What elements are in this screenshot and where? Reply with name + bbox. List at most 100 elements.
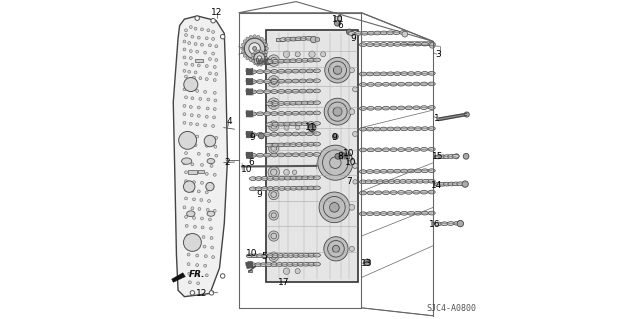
Bar xyxy=(195,59,203,62)
Circle shape xyxy=(184,96,188,99)
Circle shape xyxy=(184,75,188,78)
Ellipse shape xyxy=(264,132,271,136)
Ellipse shape xyxy=(250,70,257,74)
Ellipse shape xyxy=(397,82,404,86)
Ellipse shape xyxy=(360,191,367,195)
Circle shape xyxy=(197,190,200,193)
Circle shape xyxy=(184,34,188,36)
Text: 2: 2 xyxy=(225,158,230,167)
Ellipse shape xyxy=(278,90,285,93)
Ellipse shape xyxy=(305,36,312,40)
Circle shape xyxy=(207,29,210,32)
Text: 13: 13 xyxy=(360,259,372,268)
Ellipse shape xyxy=(380,169,387,173)
Ellipse shape xyxy=(397,148,404,152)
Circle shape xyxy=(191,207,194,210)
Ellipse shape xyxy=(374,191,382,195)
Ellipse shape xyxy=(307,58,314,62)
Ellipse shape xyxy=(307,143,314,146)
Circle shape xyxy=(292,170,297,174)
Circle shape xyxy=(353,87,358,92)
Circle shape xyxy=(204,255,207,258)
Ellipse shape xyxy=(421,169,428,173)
Circle shape xyxy=(463,153,469,159)
Circle shape xyxy=(212,38,214,41)
Ellipse shape xyxy=(408,127,415,130)
Circle shape xyxy=(353,180,357,184)
Ellipse shape xyxy=(435,182,442,186)
Text: 10: 10 xyxy=(246,249,257,258)
Ellipse shape xyxy=(261,187,268,190)
Circle shape xyxy=(269,211,278,220)
Ellipse shape xyxy=(367,107,374,110)
Circle shape xyxy=(271,145,276,151)
Circle shape xyxy=(200,28,204,31)
Ellipse shape xyxy=(296,176,303,180)
Ellipse shape xyxy=(271,70,278,73)
Ellipse shape xyxy=(278,112,285,115)
Ellipse shape xyxy=(292,263,299,266)
Circle shape xyxy=(184,216,188,219)
Text: 10: 10 xyxy=(241,165,253,174)
Ellipse shape xyxy=(306,89,314,93)
Circle shape xyxy=(241,51,244,54)
Ellipse shape xyxy=(420,147,428,151)
Ellipse shape xyxy=(421,127,428,130)
Ellipse shape xyxy=(306,111,314,115)
Circle shape xyxy=(328,102,347,121)
Text: 6: 6 xyxy=(248,158,254,167)
Ellipse shape xyxy=(405,82,412,86)
Circle shape xyxy=(200,198,203,202)
Text: 10: 10 xyxy=(344,158,356,167)
Circle shape xyxy=(197,36,200,39)
Circle shape xyxy=(268,167,280,178)
Ellipse shape xyxy=(413,106,420,110)
Circle shape xyxy=(196,50,198,53)
Ellipse shape xyxy=(447,222,454,226)
Circle shape xyxy=(206,182,214,191)
Circle shape xyxy=(212,116,216,119)
Circle shape xyxy=(257,35,260,39)
Ellipse shape xyxy=(420,190,428,194)
Circle shape xyxy=(260,57,263,60)
Circle shape xyxy=(265,57,268,59)
Circle shape xyxy=(215,45,218,48)
Ellipse shape xyxy=(308,262,315,266)
Text: 16: 16 xyxy=(429,220,440,229)
Ellipse shape xyxy=(306,132,314,136)
Circle shape xyxy=(215,154,218,157)
Ellipse shape xyxy=(313,69,321,73)
Circle shape xyxy=(332,134,338,139)
Circle shape xyxy=(183,48,186,51)
Circle shape xyxy=(251,57,253,59)
Circle shape xyxy=(197,64,200,67)
Ellipse shape xyxy=(264,90,271,93)
Polygon shape xyxy=(242,163,243,170)
Circle shape xyxy=(321,52,326,57)
Circle shape xyxy=(309,51,316,57)
Circle shape xyxy=(333,66,342,74)
Ellipse shape xyxy=(452,154,459,158)
Polygon shape xyxy=(173,16,227,297)
Circle shape xyxy=(349,160,355,166)
Circle shape xyxy=(183,88,186,91)
Ellipse shape xyxy=(278,187,285,190)
Ellipse shape xyxy=(296,59,303,63)
Circle shape xyxy=(213,174,216,176)
Ellipse shape xyxy=(394,127,401,131)
Circle shape xyxy=(184,62,188,65)
Ellipse shape xyxy=(408,72,415,75)
Circle shape xyxy=(209,218,211,221)
Circle shape xyxy=(196,90,198,93)
Ellipse shape xyxy=(306,79,314,83)
Polygon shape xyxy=(172,273,186,282)
Ellipse shape xyxy=(271,79,278,83)
Circle shape xyxy=(210,237,213,239)
Circle shape xyxy=(259,133,264,139)
Circle shape xyxy=(330,157,341,168)
Circle shape xyxy=(191,189,194,192)
Ellipse shape xyxy=(278,132,285,136)
Circle shape xyxy=(213,108,216,110)
Ellipse shape xyxy=(285,37,292,41)
Ellipse shape xyxy=(401,127,408,131)
